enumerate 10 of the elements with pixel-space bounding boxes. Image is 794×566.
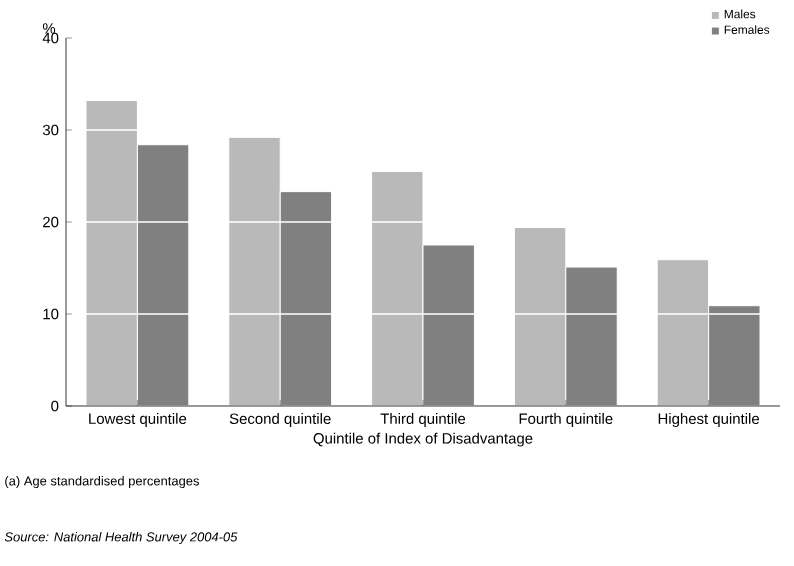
bar [136, 144, 190, 406]
bar [656, 259, 710, 406]
bar [565, 267, 618, 406]
bar [371, 170, 424, 406]
bar [228, 136, 281, 406]
bar [85, 100, 138, 406]
bar [422, 244, 475, 406]
bar [279, 191, 333, 406]
bar [514, 227, 566, 406]
bar [708, 305, 761, 406]
